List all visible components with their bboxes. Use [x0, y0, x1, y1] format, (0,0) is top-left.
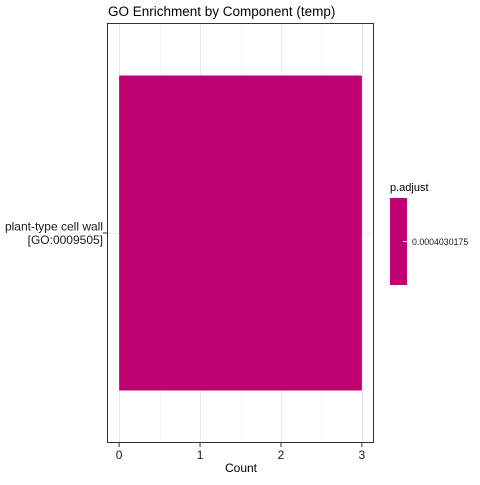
x-tick-label: 3 — [359, 448, 366, 462]
x-tick-label: 1 — [197, 448, 204, 462]
legend-colorbar — [390, 198, 407, 285]
x-axis: 0 1 2 3 — [116, 443, 366, 462]
bar — [119, 75, 362, 391]
chart-title: GO Enrichment by Component (temp) — [108, 4, 335, 19]
legend-title: p.adjust — [390, 182, 429, 194]
bars — [119, 75, 362, 391]
y-tick-label: plant-type cell wall — [5, 219, 103, 233]
x-axis-label: Count — [225, 461, 258, 475]
panel-border — [107, 23, 374, 443]
y-axis: plant-type cell wall[GO:0009505] — [5, 219, 107, 247]
y-tick-label: [GO:0009505] — [28, 233, 103, 247]
x-tick-label: 0 — [116, 448, 123, 462]
legend: p.adjust 0.0004030175 — [390, 182, 468, 285]
x-tick-label: 2 — [278, 448, 285, 462]
legend-label: 0.0004030175 — [412, 237, 468, 247]
